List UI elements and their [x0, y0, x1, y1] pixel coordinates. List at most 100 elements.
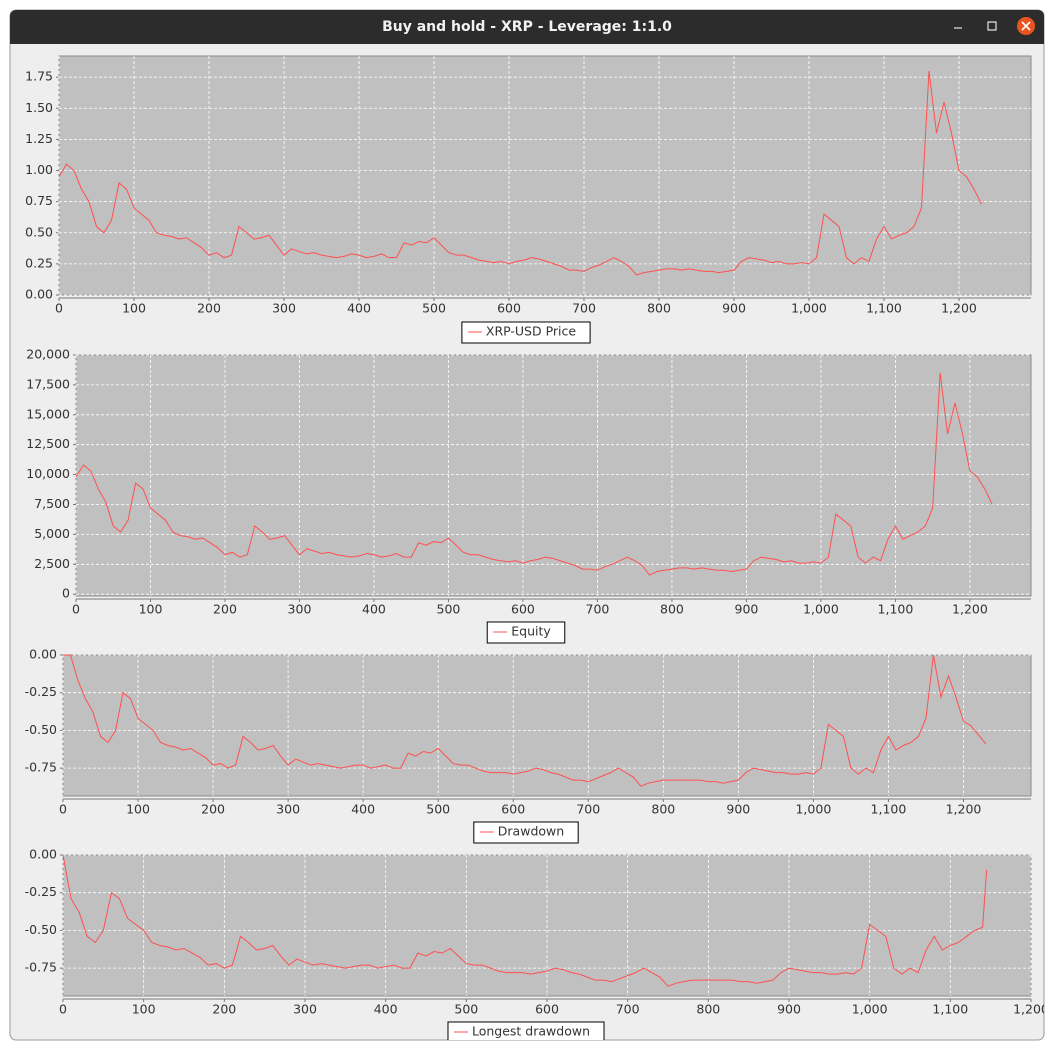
x-tick-label: 1,100	[932, 1002, 968, 1017]
legend: Drawdown	[473, 821, 579, 844]
series-line	[63, 654, 987, 787]
x-tick-label: 700	[576, 802, 600, 817]
x-tick-label: 400	[374, 1002, 398, 1017]
y-tick-label: 7,500	[34, 496, 70, 511]
y-tick-label: -0.50	[25, 922, 57, 937]
y-tick-label: 1.00	[25, 162, 53, 177]
y-tick-label: 1.25	[25, 131, 53, 146]
y-tick-label: 12,500	[26, 436, 70, 451]
x-tick-label: 100	[132, 1002, 156, 1017]
y-tick-label: 0.25	[25, 255, 53, 270]
chart: 0.00 0.25 0.50 0.75 1.00 1.25 1.50 1.75 0 100 200 3…	[25, 55, 1032, 344]
x-tick-label: 100	[139, 602, 163, 617]
plot-area	[75, 354, 1032, 597]
y-tick-label: 0.50	[25, 224, 53, 239]
x-tick-label: 600	[497, 301, 521, 316]
chart: 0.00 -0.25 -0.50 -0.75 0 100 200 300 400 500 600 70…	[25, 847, 1049, 1040]
series-line	[75, 372, 993, 576]
y-tick-label: 0.00	[25, 287, 53, 302]
x-tick-label: 800	[651, 802, 675, 817]
x-tick-label: 200	[197, 301, 221, 316]
x-tick-label: 1,100	[866, 301, 902, 316]
y-tick-label: -0.25	[25, 884, 57, 899]
x-tick-label: 0	[59, 802, 67, 817]
title-bar	[10, 10, 1044, 44]
x-tick-label: 500	[422, 301, 446, 316]
y-tick-label: 1.75	[25, 69, 53, 84]
legend-label: Longest drawdown	[472, 1024, 590, 1039]
x-tick-label: 300	[293, 1002, 317, 1017]
x-tick-label: 400	[347, 301, 371, 316]
series-line	[62, 854, 988, 987]
y-tick-label: 17,500	[26, 376, 70, 391]
x-tick-label: 800	[647, 301, 671, 316]
window-title: Buy and hold - XRP - Leverage: 1:1.0	[382, 19, 672, 35]
legend: XRP-USD Price	[461, 321, 591, 344]
x-tick-label: 100	[126, 802, 150, 817]
charts: 0.00 0.25 0.50 0.75 1.00 1.25 1.50 1.75 0 100 200 3…	[25, 55, 1049, 1040]
x-tick-label: 700	[572, 301, 596, 316]
y-tick-label: 0	[62, 586, 70, 601]
x-tick-label: 200	[212, 1002, 236, 1017]
x-tick-label: 700	[616, 1002, 640, 1017]
legend-box	[447, 1021, 605, 1040]
x-tick-label: 200	[213, 602, 237, 617]
x-tick-label: 800	[660, 602, 684, 617]
x-tick-label: 300	[276, 802, 300, 817]
legend: Equity	[486, 621, 566, 644]
legend: Longest drawdown	[447, 1021, 605, 1040]
x-tick-label: 100	[122, 301, 146, 316]
plot-area	[58, 55, 1032, 296]
x-tick-label: 0	[72, 602, 80, 617]
x-tick-label: 400	[362, 602, 386, 617]
y-tick-label: 0.75	[25, 193, 53, 208]
x-tick-label: 700	[586, 602, 610, 617]
x-tick-label: 900	[777, 1002, 801, 1017]
legend-label: Equity	[511, 624, 551, 639]
series-line	[58, 70, 982, 276]
chart: 0 2,500 5,000 7,500 10,000 12,500 15,000 17,500…	[26, 347, 1032, 644]
x-tick-label: 1,000	[791, 301, 827, 316]
x-tick-label: 1,200	[946, 802, 982, 817]
y-tick-label: 1.50	[25, 100, 53, 115]
x-tick-label: 1,200	[952, 602, 988, 617]
x-tick-label: 600	[501, 802, 525, 817]
plot-area	[62, 654, 1032, 797]
close-button[interactable]	[1017, 17, 1035, 35]
x-tick-label: 900	[735, 602, 759, 617]
x-tick-label: 800	[696, 1002, 720, 1017]
legend-label: Drawdown	[498, 824, 564, 839]
x-tick-label: 400	[351, 802, 375, 817]
y-tick-label: 5,000	[34, 526, 70, 541]
y-tick-label: -0.75	[25, 960, 57, 975]
y-tick-label: 0.00	[29, 847, 57, 862]
maximize-button[interactable]	[987, 21, 997, 31]
x-tick-label: 900	[726, 802, 750, 817]
y-tick-label: -0.25	[25, 684, 57, 699]
x-tick-label: 600	[511, 602, 535, 617]
y-tick-label: 10,000	[26, 466, 70, 481]
y-tick-label: 2,500	[34, 556, 70, 571]
x-tick-label: 1,200	[1013, 1002, 1049, 1017]
y-tick-label: 20,000	[26, 347, 70, 362]
x-tick-label: 500	[454, 1002, 478, 1017]
x-tick-label: 1,000	[852, 1002, 888, 1017]
legend-box	[486, 621, 566, 644]
x-tick-label: 1,100	[878, 602, 914, 617]
x-tick-label: 1,100	[871, 802, 907, 817]
x-tick-label: 200	[201, 802, 225, 817]
x-tick-label: 500	[426, 802, 450, 817]
x-tick-label: 300	[272, 301, 296, 316]
close-icon[interactable]	[1021, 21, 1031, 31]
x-tick-label: 0	[55, 301, 63, 316]
x-tick-label: 500	[437, 602, 461, 617]
legend-box	[461, 321, 591, 344]
x-tick-label: 300	[288, 602, 312, 617]
x-tick-label: 1,000	[803, 602, 839, 617]
x-tick-label: 0	[59, 1002, 67, 1017]
x-tick-label: 1,000	[795, 802, 831, 817]
x-tick-label: 1,200	[941, 301, 977, 316]
y-tick-label: -0.50	[25, 722, 57, 737]
